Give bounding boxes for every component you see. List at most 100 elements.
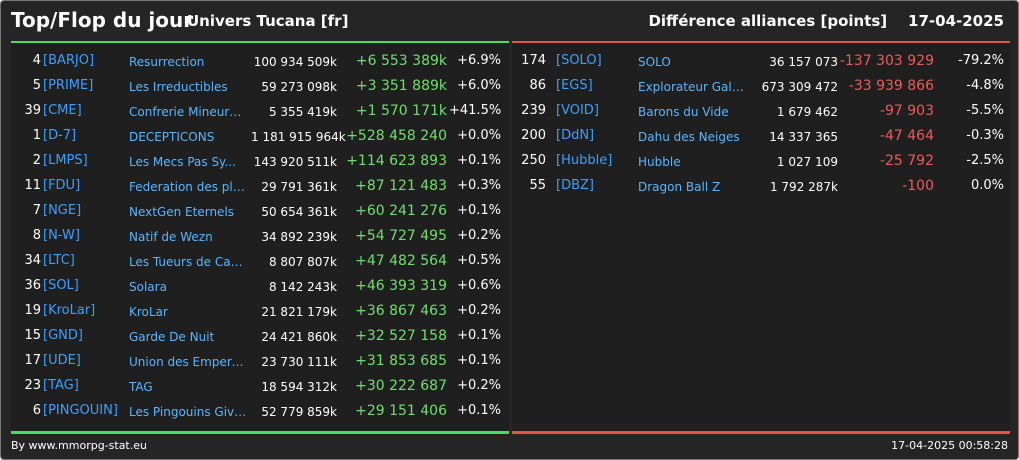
alliance-tag-link[interactable]: [DdN]: [556, 128, 595, 143]
alliance-tag-link[interactable]: [PRIME]: [43, 78, 94, 93]
alliance-total-points: 1 027 109: [776, 155, 838, 169]
alliance-percent-change: 0.0%: [970, 178, 1004, 193]
alliance-tag-link[interactable]: [SOL]: [43, 278, 79, 293]
alliance-tag-link[interactable]: [LMPS]: [43, 153, 88, 168]
stat-type-label: Différence alliances [points]: [648, 12, 888, 30]
alliance-rank: 2: [32, 153, 41, 168]
alliance-tag-link[interactable]: [CME]: [43, 103, 82, 118]
alliance-name-link[interactable]: Les Mecs Pas Sy...: [129, 155, 236, 169]
alliance-row: 239 [VOID] Barons du Vide 1 679 462 -97 903 -…: [512, 99, 1010, 124]
alliance-name-link[interactable]: Barons du Vide: [638, 105, 729, 119]
alliance-rank: 1: [32, 128, 41, 143]
alliance-total-points: 59 273 098k: [261, 80, 337, 94]
alliance-name-link[interactable]: Natif de Wezn: [129, 230, 213, 244]
alliance-name-link[interactable]: Explorateur Galacti...: [638, 80, 744, 94]
top-alliances-panel: 4 [BARJO] Resurrection 100 934 509k +6 553 3…: [11, 43, 509, 433]
alliance-tag-link[interactable]: [KroLar]: [43, 303, 96, 318]
alliance-name-link[interactable]: Confrerie Mineurs ...: [129, 105, 247, 119]
alliance-rank: 6: [32, 403, 41, 418]
alliance-total-points: 100 934 509k: [253, 55, 337, 69]
alliance-name-link[interactable]: TAG: [129, 380, 153, 394]
alliance-tag-link[interactable]: [Hubble]: [556, 153, 613, 168]
alliance-percent-change: +41.5%: [449, 103, 502, 118]
alliance-name-link[interactable]: DECEPTICONS: [129, 130, 215, 144]
alliance-percent-change: +0.1%: [457, 353, 501, 368]
alliance-name-link[interactable]: Solara: [129, 280, 167, 294]
alliance-name-link[interactable]: Federation des pla...: [129, 180, 247, 194]
alliance-name-link[interactable]: Resurrection: [129, 55, 205, 69]
alliance-total-points: 1 181 915 964k: [251, 130, 346, 144]
alliance-tag-link[interactable]: [FDU]: [43, 178, 81, 193]
alliance-row: 19 [KroLar] KroLar 21 821 179k +36 867 463 +0…: [11, 299, 509, 324]
alliance-row: 250 [Hubble] Hubble 1 027 109 -25 792 -2.5%: [512, 149, 1010, 174]
alliance-percent-change: +0.1%: [457, 203, 501, 218]
alliance-tag-link[interactable]: [SOLO]: [556, 53, 602, 68]
alliance-tag-link[interactable]: [PINGOUIN]: [43, 403, 118, 418]
alliance-tag-link[interactable]: [DBZ]: [556, 178, 594, 193]
alliance-row: 200 [DdN] Dahu des Neiges 14 337 365 -47 464…: [512, 124, 1010, 149]
alliance-total-points: 18 594 312k: [261, 380, 337, 394]
alliance-total-points: 52 779 859k: [261, 405, 337, 419]
alliance-tag-link[interactable]: [VOID]: [556, 103, 599, 118]
universe-label: Univers Tucana [fr]: [187, 12, 349, 30]
alliance-name-link[interactable]: Union des Empereur...: [129, 355, 247, 369]
alliance-percent-change: +6.9%: [457, 53, 501, 68]
alliance-rank: 8: [32, 228, 41, 243]
alliance-percent-change: +0.3%: [457, 178, 501, 193]
alliance-percent-change: +0.2%: [457, 303, 501, 318]
alliance-rank: 34: [24, 253, 41, 268]
alliance-name-link[interactable]: KroLar: [129, 305, 168, 319]
alliance-points-diff: +46 393 319: [355, 278, 447, 294]
alliance-tag-link[interactable]: [GND]: [43, 328, 83, 343]
alliance-tag-link[interactable]: [N-W]: [43, 228, 80, 243]
alliance-percent-change: +0.2%: [457, 228, 501, 243]
alliance-total-points: 673 309 472: [761, 80, 838, 94]
alliance-rank: 19: [24, 303, 41, 318]
alliance-rank: 55: [529, 178, 546, 193]
alliance-name-link[interactable]: Dragon Ball Z: [638, 180, 721, 194]
alliance-name-link[interactable]: Dahu des Neiges: [638, 130, 740, 144]
alliance-percent-change: -5.5%: [966, 103, 1004, 118]
alliance-row: 11 [FDU] Federation des pla... 29 791 361k +…: [11, 174, 509, 199]
alliance-total-points: 8 142 243k: [268, 280, 337, 294]
alliance-name-link[interactable]: Garde De Nuit: [129, 330, 215, 344]
alliance-total-points: 29 791 361k: [261, 180, 337, 194]
alliance-name-link[interactable]: Hubble: [638, 155, 681, 169]
footer-timestamp: 17-04-2025 00:58:28: [891, 439, 1008, 452]
alliance-name-link[interactable]: SOLO: [638, 55, 671, 69]
alliance-points-diff: +31 853 685: [355, 353, 447, 369]
alliance-points-diff: +60 241 276: [355, 203, 447, 219]
alliance-tag-link[interactable]: [TAG]: [43, 378, 79, 393]
alliance-row: 39 [CME] Confrerie Mineurs ... 5 355 419k +1…: [11, 99, 509, 124]
alliance-rank: 7: [32, 203, 41, 218]
date-label: 17-04-2025: [908, 12, 1004, 30]
alliance-row: 36 [SOL] Solara 8 142 243k +46 393 319 +0.6%: [11, 274, 509, 299]
alliance-tag-link[interactable]: [UDE]: [43, 353, 81, 368]
alliance-tag-link[interactable]: [D-7]: [43, 128, 77, 143]
alliance-rank: 39: [24, 103, 41, 118]
alliance-points-diff: +1 570 171k: [355, 103, 447, 119]
alliance-total-points: 1 679 462: [776, 105, 838, 119]
alliance-name-link[interactable]: Les Tueurs de Can...: [129, 255, 247, 269]
alliance-row: 6 [PINGOUIN] Les Pingouins Givre... 52 779 …: [11, 399, 509, 424]
footer-credit: By www.mmorpg-stat.eu: [11, 439, 147, 452]
alliance-rank: 11: [24, 178, 41, 193]
alliance-percent-change: -2.5%: [966, 153, 1004, 168]
alliance-percent-change: -4.8%: [966, 78, 1004, 93]
alliance-percent-change: +0.5%: [457, 253, 501, 268]
alliance-percent-change: -0.3%: [966, 128, 1004, 143]
alliance-name-link[interactable]: NextGen Eternels: [129, 205, 235, 219]
alliance-tag-link[interactable]: [EGS]: [556, 78, 593, 93]
alliance-tag-link[interactable]: [LTC]: [43, 253, 75, 268]
alliance-points-diff: -47 464: [879, 128, 934, 144]
alliance-row: 34 [LTC] Les Tueurs de Can... 8 807 807k +47…: [11, 249, 509, 274]
alliance-name-link[interactable]: Les Pingouins Givre...: [129, 405, 247, 419]
alliance-name-link[interactable]: Les Irreductibles: [129, 80, 228, 94]
alliance-row: 4 [BARJO] Resurrection 100 934 509k +6 553 3…: [11, 49, 509, 74]
alliance-tag-link[interactable]: [NGE]: [43, 203, 82, 218]
alliance-tag-link[interactable]: [BARJO]: [43, 53, 95, 68]
alliance-row: 15 [GND] Garde De Nuit 24 421 860k +32 527 1…: [11, 324, 509, 349]
alliance-total-points: 50 654 361k: [261, 205, 337, 219]
bottom-divider-red: [512, 431, 1010, 434]
